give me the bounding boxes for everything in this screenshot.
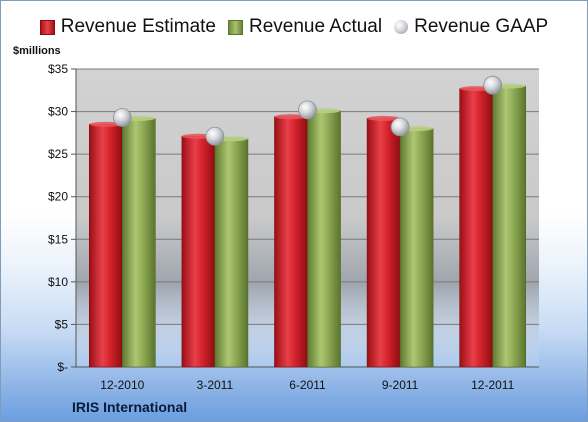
y-axis-unit-label: $millions [13,45,61,57]
gaap-points [112,75,503,146]
legend-label-actual: Revenue Actual [249,16,383,37]
legend-entry-actual: Revenue Actual [228,16,382,38]
x-tick-label: 6-2011 [289,378,326,392]
bar-revenue-actual [492,85,527,368]
x-tick-label: 3-2011 [197,378,234,392]
legend-swatch-actual [228,19,243,35]
bar-top-revenue-estimate [89,121,123,127]
y-tick-label: $5 [55,317,69,331]
point-revenue-gaap [390,117,410,137]
x-tick-label: 9-2011 [382,378,419,392]
legend-label-estimate: Revenue Estimate [60,16,216,37]
legend-label-gaap: Revenue GAAP [414,16,549,37]
bar-revenue-actual [122,118,156,368]
y-tick-label: $20 [48,190,68,204]
bar-revenue-actual [399,128,434,368]
legend-swatch-gaap [394,20,409,34]
bar-revenue-actual [214,138,249,368]
bar-revenue-estimate [274,116,308,368]
x-tick-label: 12-2010 [100,378,144,392]
bar-revenue-actual [307,110,341,368]
point-revenue-gaap [298,100,317,120]
y-tick-label: $10 [48,275,68,289]
legend-swatch-estimate [39,19,55,35]
point-revenue-gaap [112,108,132,127]
y-tick-labels: $- $5 $10 $15 $20 $25 $30 $35 [48,62,68,374]
point-revenue-gaap [483,75,503,95]
y-tick-label: $30 [48,105,68,119]
bar-revenue-estimate [459,88,494,368]
bar-revenue-estimate [89,124,123,368]
legend-entry-gaap: Revenue GAAP [394,16,548,38]
bar-revenue-estimate [366,118,401,368]
x-tick-label: 12-2011 [471,378,514,392]
y-tick-label: $25 [48,147,68,161]
bars [89,83,527,368]
y-tick-label: $35 [48,62,68,76]
y-tick-label: $15 [48,232,68,246]
x-tick-labels: 12-2010 3-2011 6-2011 9-2011 12-2011 [100,378,514,392]
legend: Revenue Estimate Revenue Actual Revenue … [1,16,587,38]
bar-revenue-estimate [181,135,216,368]
bar-top-revenue-estimate [367,115,401,121]
bar-top-revenue-estimate [274,114,308,120]
y-tick-label: $- [57,360,68,374]
point-revenue-gaap [205,126,225,146]
company-name: IRIS International [72,399,188,415]
legend-entry-estimate: Revenue Estimate [39,16,216,38]
